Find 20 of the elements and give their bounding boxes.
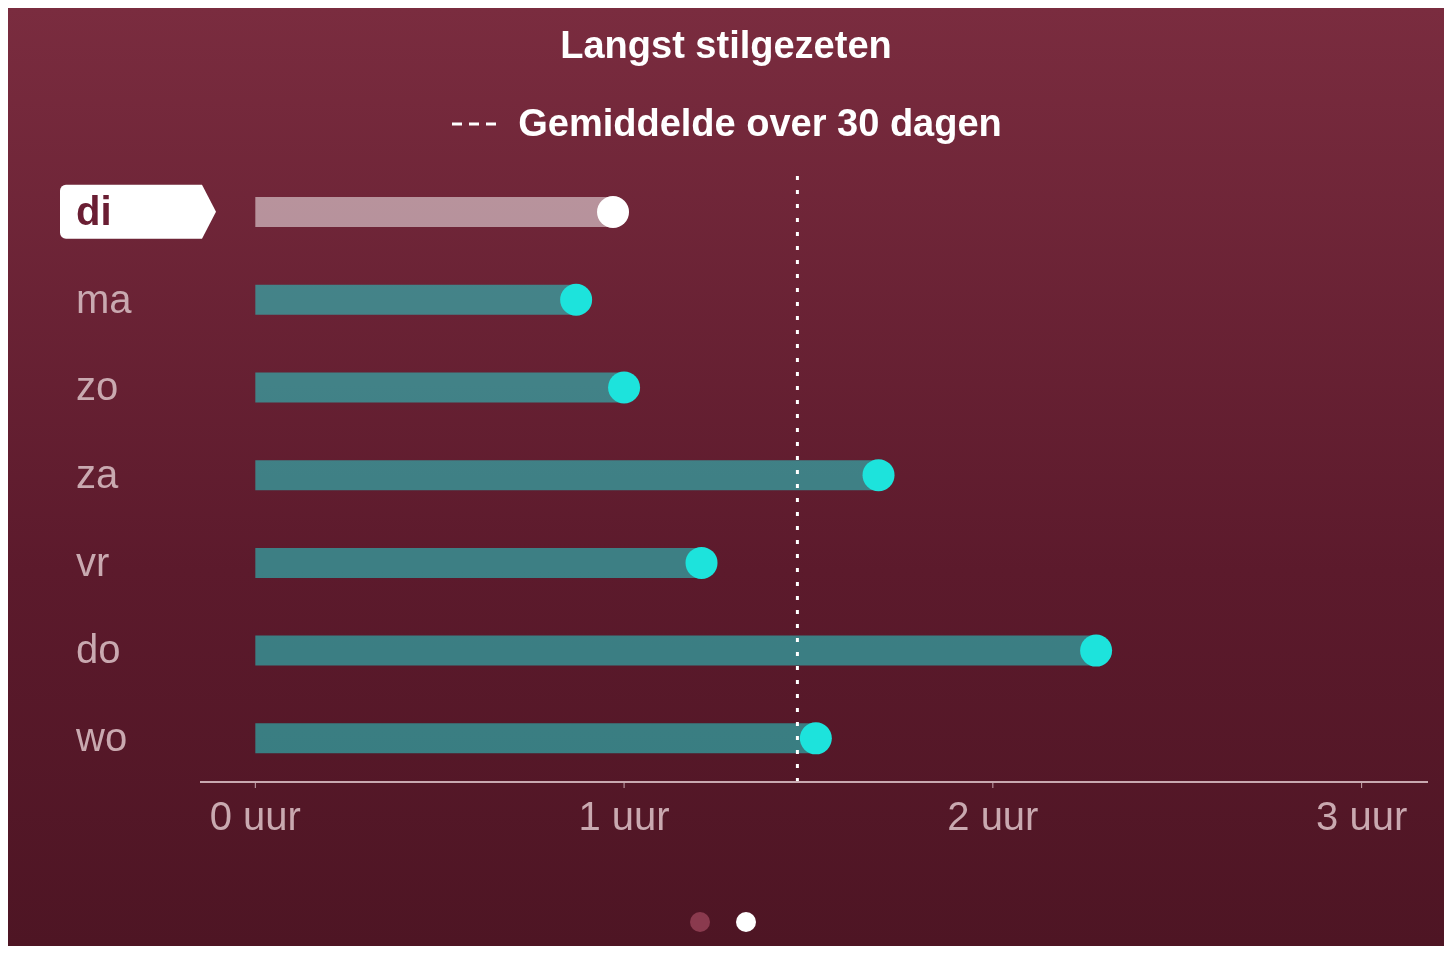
- y-tick-label: vr: [76, 539, 110, 584]
- x-tick-label: 3 uur: [1316, 794, 1408, 838]
- y-tick-label: za: [76, 452, 119, 496]
- x-tick-label: 2 uur: [947, 794, 1039, 838]
- point: [685, 546, 718, 579]
- point: [862, 459, 895, 492]
- y-tick-label: ma: [76, 276, 133, 321]
- point: [560, 283, 593, 316]
- point: [799, 722, 832, 755]
- y-tick-label: zo: [76, 364, 119, 409]
- chart-title: Langst stilgezeten: [559, 24, 893, 67]
- x-tick-label: 0 uur: [209, 794, 301, 838]
- point: [608, 371, 641, 404]
- y-tick-label: do: [76, 627, 121, 672]
- x-tick-label: 1 uur: [578, 794, 670, 838]
- y-tick-label: di: [76, 188, 112, 233]
- legend-label: Gemiddelde over 30 dagen: [518, 102, 1002, 145]
- point: [1080, 634, 1113, 667]
- point: [597, 196, 630, 229]
- y-tick-label: wo: [75, 715, 128, 760]
